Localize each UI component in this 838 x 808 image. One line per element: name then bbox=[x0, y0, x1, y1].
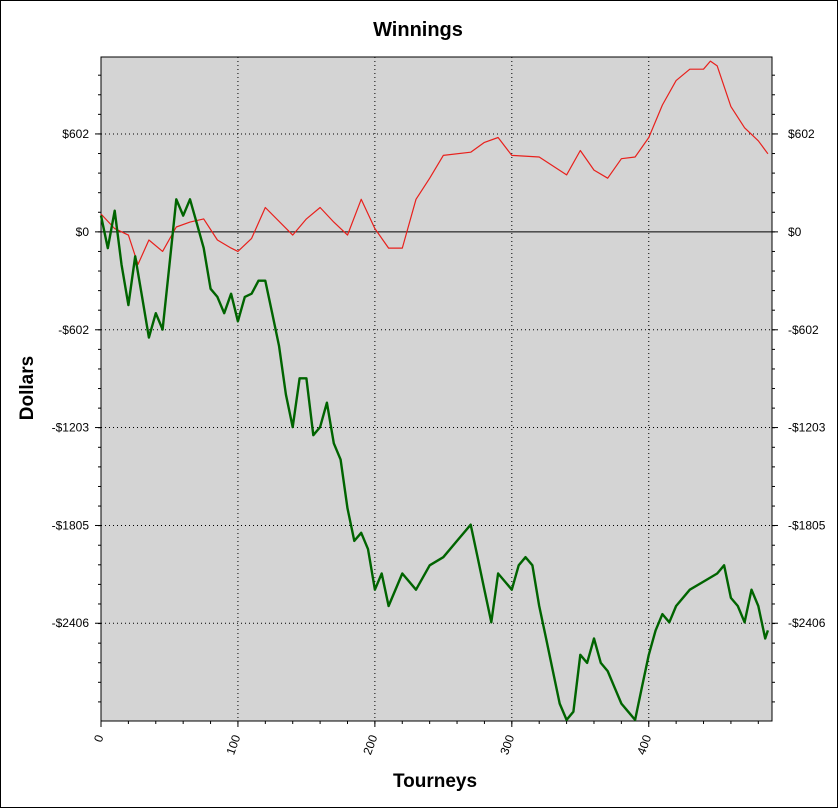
y-tick-label-left: -$1203 bbox=[52, 421, 90, 435]
y-tick-label-left: -$1805 bbox=[52, 518, 90, 532]
x-tick-label: 100 bbox=[223, 733, 243, 757]
y-tick-label-left: $0 bbox=[76, 225, 90, 239]
y-tick-label-right: -$1203 bbox=[788, 421, 826, 435]
y-tick-label-left: -$2406 bbox=[52, 616, 90, 630]
y-tick-label-right: -$602 bbox=[788, 323, 819, 337]
plot-background bbox=[100, 56, 773, 722]
plot-area: $602 $602 $0 $0 -$602 -$602 -$1203 -$1203 -$1805… bbox=[52, 56, 826, 757]
series-line-green bbox=[99, 198, 770, 722]
x-tick-label: 300 bbox=[497, 733, 517, 757]
y-axis-title: Dollars bbox=[17, 356, 38, 420]
y-tick-label-right: $0 bbox=[788, 225, 802, 239]
y-tick-label-left: $602 bbox=[62, 127, 89, 141]
y-tick-label-right: -$2406 bbox=[788, 616, 826, 630]
x-axis-title: Tourneys bbox=[393, 771, 477, 792]
y-tick-label-left: -$602 bbox=[58, 323, 89, 337]
series-line-red bbox=[100, 60, 769, 265]
y-tick-label-right: $602 bbox=[788, 127, 815, 141]
y-tick-label-right: -$1805 bbox=[788, 518, 826, 532]
x-tick-label: 400 bbox=[634, 733, 654, 757]
chart-title: Winnings bbox=[373, 19, 463, 41]
x-tick-label: 0 bbox=[91, 733, 107, 744]
x-tick-label: 200 bbox=[360, 733, 380, 757]
